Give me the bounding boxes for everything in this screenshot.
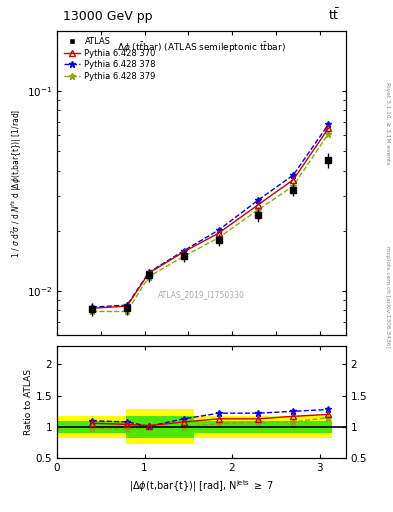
Text: Rivet 3.1.10, ≥ 3.1M events: Rivet 3.1.10, ≥ 3.1M events <box>385 82 390 164</box>
Y-axis label: Ratio to ATLAS: Ratio to ATLAS <box>24 369 33 435</box>
Legend: ATLAS, Pythia 6.428 370, Pythia 6.428 378, Pythia 6.428 379: ATLAS, Pythia 6.428 370, Pythia 6.428 37… <box>61 35 158 83</box>
Y-axis label: 1 / $\sigma$ d$^2\!\sigma$ / d $N^{fs}$ d |$\Delta\phi$(t,bar{t})| [1/rad]: 1 / $\sigma$ d$^2\!\sigma$ / d $N^{fs}$ … <box>9 109 24 258</box>
Text: $\Delta\phi$ (t$\bar{t}$bar) (ATLAS semileptonic t$\bar{t}$bar): $\Delta\phi$ (t$\bar{t}$bar) (ATLAS semi… <box>117 40 286 55</box>
Text: t$\bar{\rm t}$: t$\bar{\rm t}$ <box>328 8 340 23</box>
Text: 13000 GeV pp: 13000 GeV pp <box>63 10 152 23</box>
Text: ATLAS_2019_I1750330: ATLAS_2019_I1750330 <box>158 290 245 299</box>
Text: mcplots.cern.ch [arXiv:1306.3436]: mcplots.cern.ch [arXiv:1306.3436] <box>385 246 390 348</box>
X-axis label: |$\Delta\phi$(t,bar{t})| [rad], N$^{\rm jets}$ $\geq$ 7: |$\Delta\phi$(t,bar{t})| [rad], N$^{\rm … <box>129 479 274 495</box>
